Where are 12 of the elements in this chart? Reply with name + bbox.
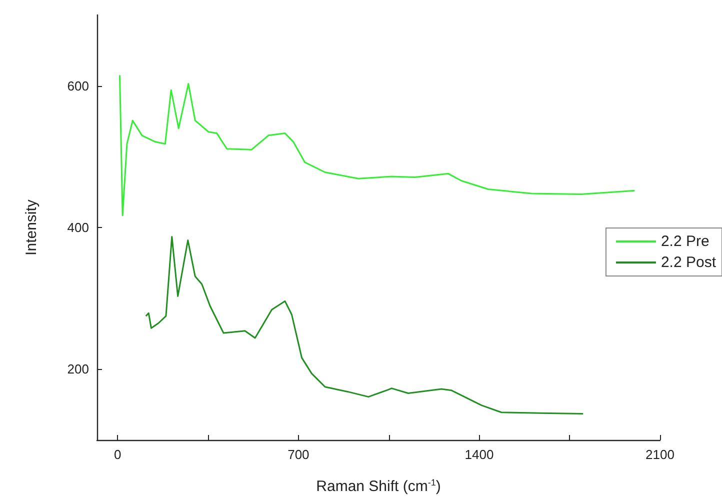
y-axis-title: Intensity [23,199,40,256]
y-tick-label: 200 [67,362,89,377]
x-tick-label: 0 [114,447,122,462]
x-tick-label: 1400 [464,447,494,462]
y-tick-label: 600 [67,78,89,94]
x-tick-label: 2100 [646,447,674,462]
x-tick-label: 700 [288,447,310,462]
y-tick-label: 400 [67,220,89,235]
legend-label: 2.2 Pre [660,233,710,250]
line-series [145,236,584,415]
legend-label: 2.2 Post [660,254,717,271]
line-series [118,74,636,216]
